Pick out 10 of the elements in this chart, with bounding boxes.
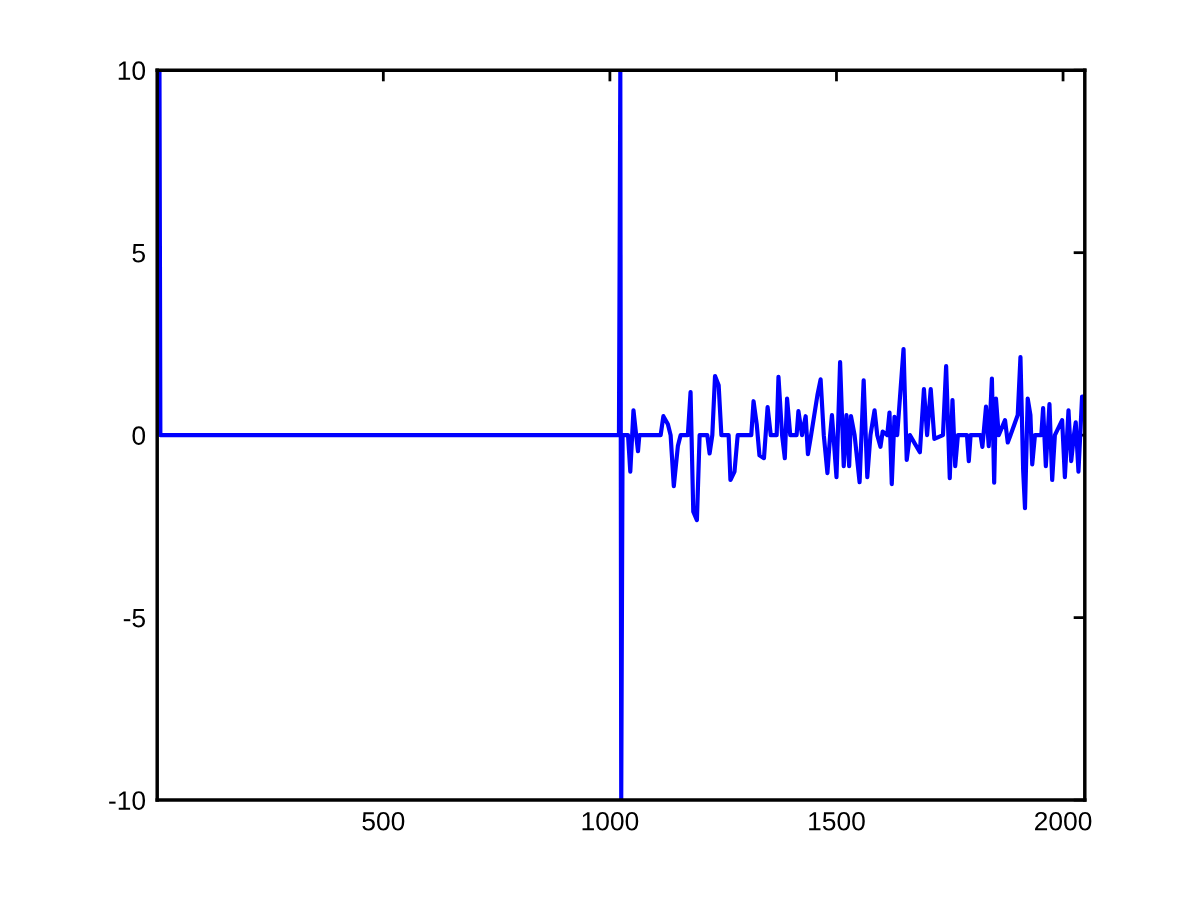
x-tick-label: 1000 — [582, 811, 639, 831]
line-series — [157, 70, 1085, 801]
y-tick-label: -5 — [123, 609, 145, 628]
x-tick-label: 1500 — [809, 811, 865, 831]
x-tick-label: 500 — [362, 811, 405, 831]
y-tick-label: 10 — [118, 61, 146, 81]
x-tick-label: 2000 — [1035, 811, 1092, 831]
y-tick-label: 5 — [132, 244, 145, 263]
y-tick-label: 0 — [132, 426, 146, 445]
y-tick-label: -10 — [109, 791, 146, 810]
